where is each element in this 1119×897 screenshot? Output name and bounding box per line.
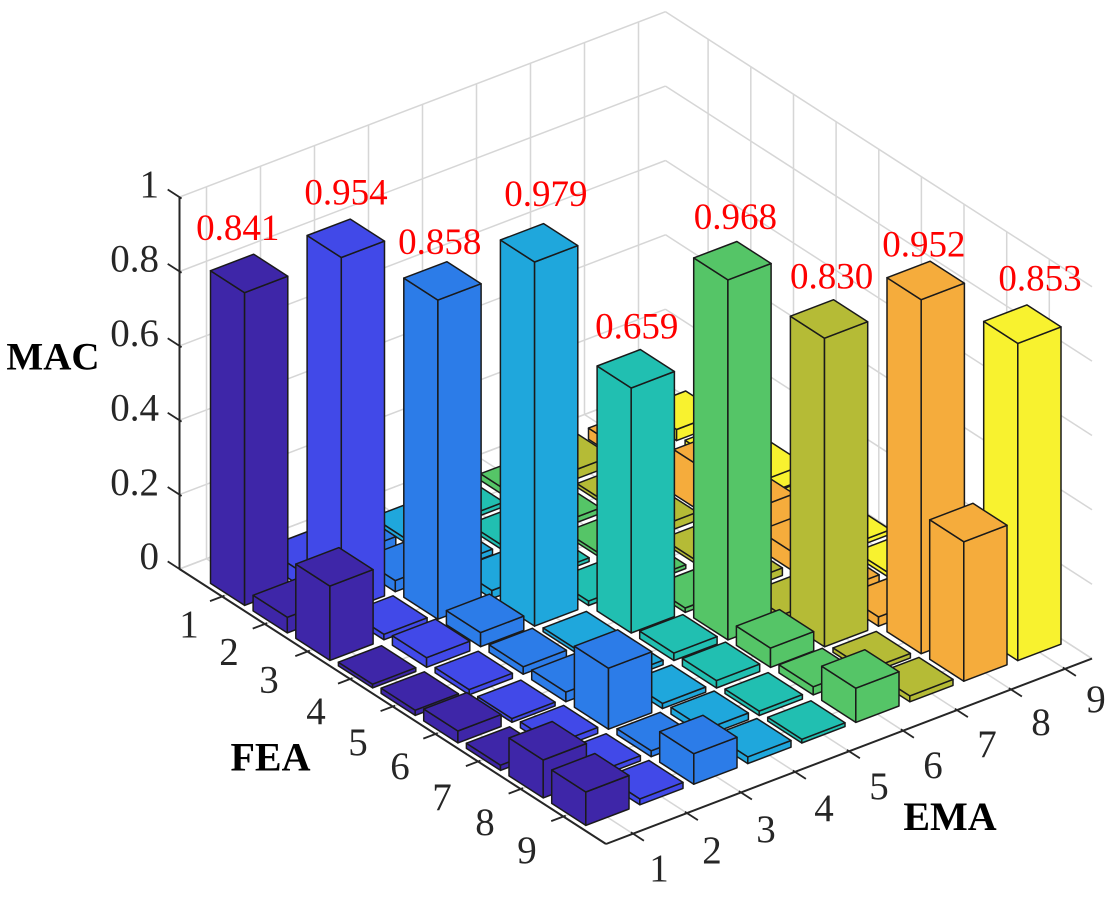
svg-text:7: 7 xyxy=(432,776,452,819)
svg-text:1: 1 xyxy=(179,603,199,646)
svg-text:3: 3 xyxy=(259,659,279,702)
svg-text:2: 2 xyxy=(219,631,239,674)
svg-text:0: 0 xyxy=(140,535,160,578)
svg-text:FEA: FEA xyxy=(231,735,311,780)
svg-text:0.858: 0.858 xyxy=(398,222,481,263)
svg-text:7: 7 xyxy=(977,723,997,766)
svg-text:0.4: 0.4 xyxy=(110,387,159,430)
svg-text:9: 9 xyxy=(1086,678,1106,721)
svg-text:6: 6 xyxy=(390,745,410,788)
svg-text:0.2: 0.2 xyxy=(110,461,159,504)
svg-text:6: 6 xyxy=(923,744,943,787)
svg-text:MAC: MAC xyxy=(6,336,99,379)
svg-text:1: 1 xyxy=(649,847,669,890)
svg-text:4: 4 xyxy=(814,787,834,830)
svg-text:0.853: 0.853 xyxy=(998,259,1081,300)
svg-text:0.6: 0.6 xyxy=(110,312,159,355)
svg-text:3: 3 xyxy=(756,808,776,851)
svg-text:0.968: 0.968 xyxy=(694,197,777,238)
svg-text:0.954: 0.954 xyxy=(304,173,387,214)
svg-text:0.841: 0.841 xyxy=(196,208,279,249)
svg-text:0.952: 0.952 xyxy=(882,225,965,266)
svg-text:0.659: 0.659 xyxy=(595,307,678,348)
svg-text:0.8: 0.8 xyxy=(110,237,159,280)
svg-text:9: 9 xyxy=(517,829,537,872)
svg-text:5: 5 xyxy=(869,765,889,808)
svg-text:1: 1 xyxy=(140,163,160,206)
svg-text:EMA: EMA xyxy=(903,794,996,839)
svg-text:8: 8 xyxy=(1031,701,1051,744)
svg-text:5: 5 xyxy=(348,721,368,764)
svg-text:2: 2 xyxy=(702,829,722,872)
svg-text:0.830: 0.830 xyxy=(790,257,873,298)
svg-text:0.979: 0.979 xyxy=(504,174,587,215)
svg-text:8: 8 xyxy=(475,801,495,844)
svg-text:4: 4 xyxy=(306,690,326,733)
